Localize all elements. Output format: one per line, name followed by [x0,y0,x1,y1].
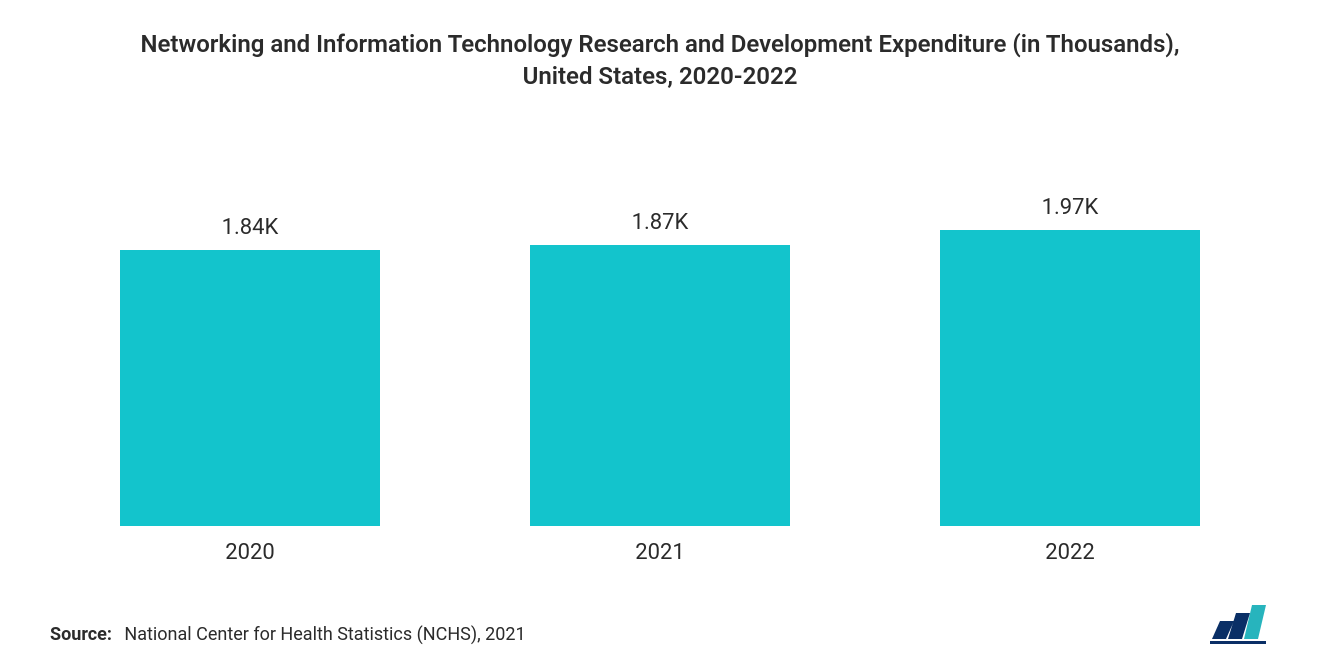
bar-category-label: 2020 [225,540,274,565]
chart-footer: Source: National Center for Health Stati… [50,565,1270,645]
bar-category-label: 2021 [635,540,684,565]
bar-column: 1.97K 2022 [940,195,1200,565]
brand-logo-icon [1206,605,1270,645]
bar [120,250,380,526]
bar-category-label: 2022 [1045,540,1094,565]
bar [530,245,790,526]
bar-value-label: 1.87K [632,210,689,235]
source-line: Source: National Center for Health Stati… [50,624,526,645]
chart-title: Networking and Information Technology Re… [110,28,1210,93]
plot-area: 1.84K 2020 1.87K 2021 1.97K 2022 [50,99,1270,565]
bar-column: 1.84K 2020 [120,215,380,565]
bar [940,230,1200,526]
source-text: National Center for Health Statistics (N… [124,624,525,645]
source-label: Source: [50,624,112,645]
bar-value-label: 1.84K [222,215,279,240]
chart-container: Networking and Information Technology Re… [0,0,1320,665]
bar-column: 1.87K 2021 [530,210,790,565]
bar-value-label: 1.97K [1042,195,1099,220]
